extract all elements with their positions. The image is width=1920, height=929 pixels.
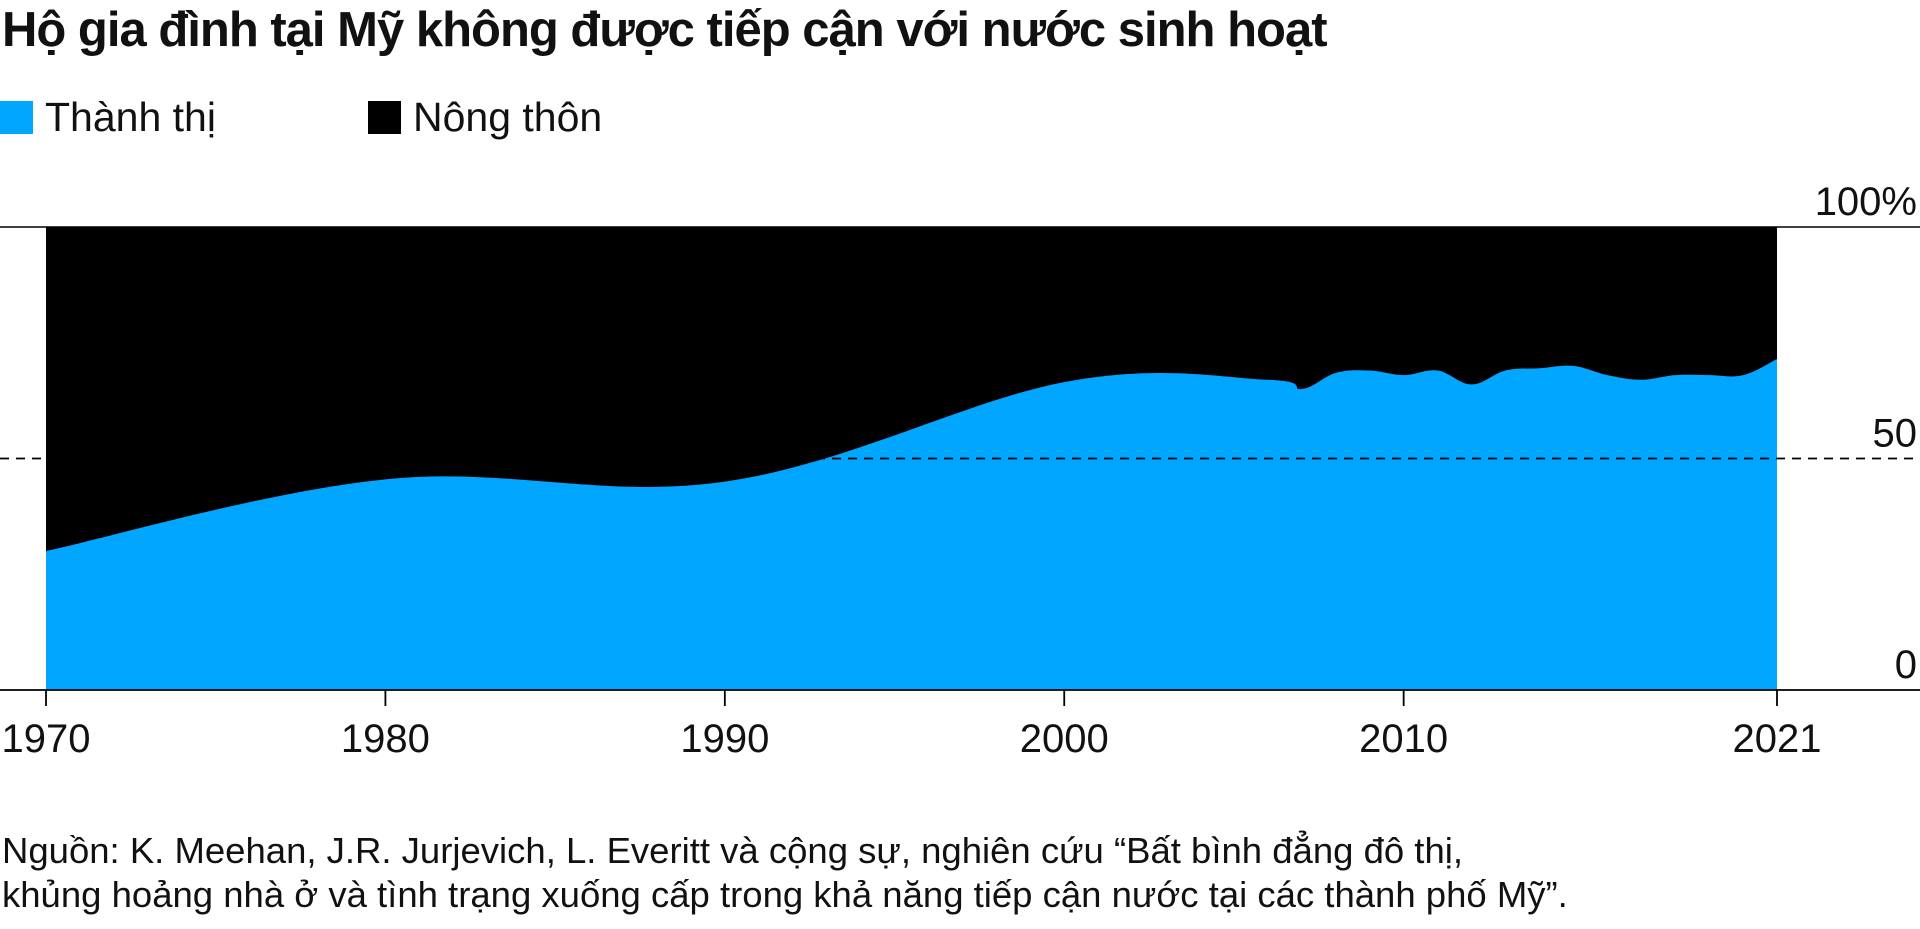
legend: Thành thị Nông thôn — [0, 92, 900, 142]
x-tick-label-2000: 2000 — [1020, 717, 1109, 761]
series-area-urban — [46, 358, 1777, 690]
x-tick-label-2021: 2021 — [1733, 717, 1822, 761]
x-tick-label-1970: 1970 — [2, 717, 91, 761]
x-tick-label-1980: 1980 — [341, 717, 430, 761]
y-tick-label-100: 100% — [1815, 180, 1917, 224]
x-tick-label-1990: 1990 — [680, 717, 769, 761]
legend-swatch-rural — [368, 100, 401, 134]
legend-item-rural: Nông thôn — [368, 92, 602, 142]
legend-label-urban: Thành thị — [45, 94, 216, 140]
legend-item-urban: Thành thị — [0, 92, 216, 142]
source-line-2: khủng hoảng nhà ở và tình trạng xuống cấ… — [2, 874, 1568, 915]
y-tick-label-0: 0 — [1895, 643, 1917, 687]
legend-label-rural: Nông thôn — [413, 94, 603, 140]
area-chart: 1970 1980 1990 2000 2010 2021 0 50 100% — [0, 180, 1920, 761]
chart-title: Hộ gia đình tại Mỹ không được tiếp cận v… — [2, 3, 1328, 57]
legend-swatch-urban — [0, 100, 33, 134]
source-note: Nguồn: K. Meehan, J.R. Jurjevich, L. Eve… — [2, 829, 1907, 917]
x-tick-label-2010: 2010 — [1359, 717, 1448, 761]
y-tick-label-50: 50 — [1873, 412, 1918, 456]
source-line-1: Nguồn: K. Meehan, J.R. Jurjevich, L. Eve… — [2, 830, 1463, 871]
